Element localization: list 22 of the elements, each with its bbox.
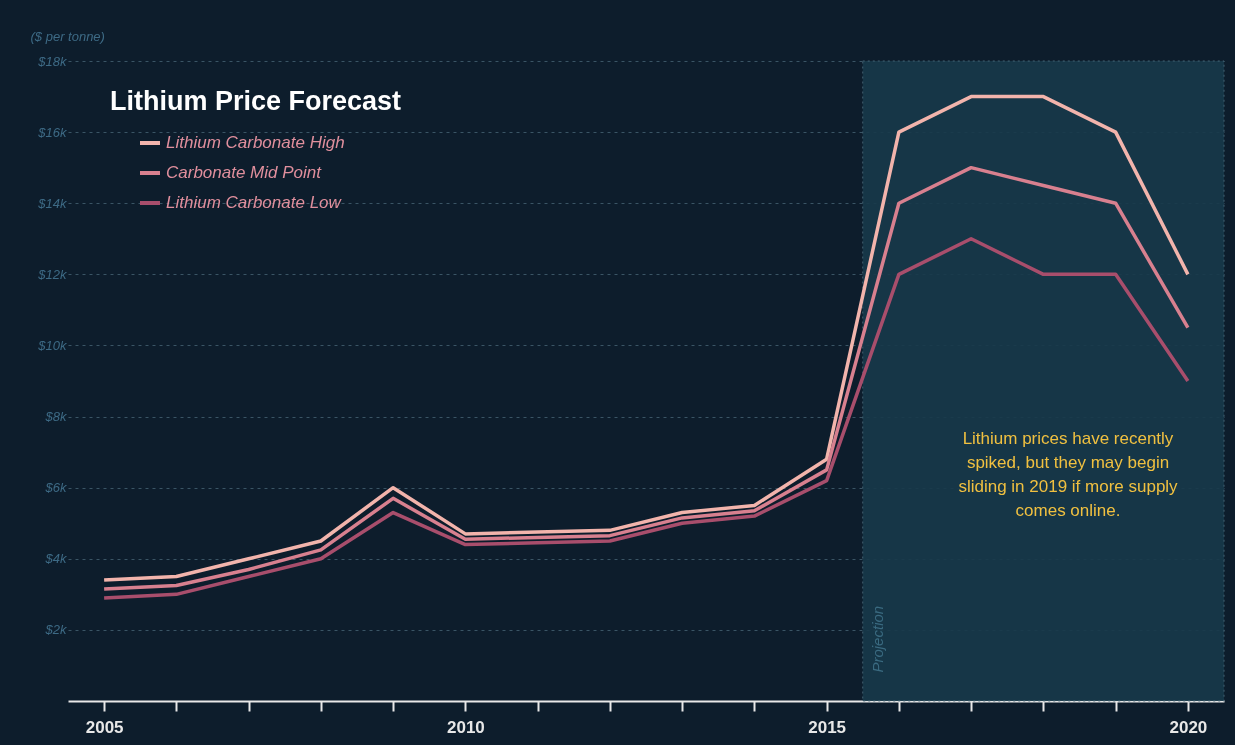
line-series: [102, 165, 1190, 591]
y-axis-title: ($ per tonne): [30, 28, 105, 44]
x-tick-label: 2010: [446, 717, 485, 737]
y-tick-label: $14k: [37, 195, 68, 211]
text: Lithium Price Forecast: [110, 86, 402, 116]
y-tick-label: $10k: [37, 337, 68, 353]
y-tick-label: $12k: [37, 266, 68, 282]
y-tick-label: $2k: [44, 622, 68, 638]
y-tick-label: $16k: [37, 124, 68, 140]
annotation: Lithium prices have recently spiked, but they may begin sliding in 2019 if more supply comes online.: [958, 429, 1179, 520]
band-label: Projection: [868, 605, 886, 673]
legend-label: Lithium Carbonate Low: [166, 193, 343, 212]
y-tick-label: $8k: [44, 409, 68, 425]
y-tick-label: $18k: [37, 53, 68, 69]
x-tick-label: 2020: [1169, 717, 1208, 737]
y-tick-label: $4k: [44, 551, 68, 567]
line-series: [102, 237, 1190, 600]
y-tick-label: $6k: [44, 480, 68, 496]
legend-label: Carbonate Mid Point: [166, 163, 323, 182]
x-tick-label: 2015: [808, 717, 847, 737]
legend-label: Lithium Carbonate High: [166, 133, 345, 152]
x-tick-label: 2005: [85, 717, 124, 737]
